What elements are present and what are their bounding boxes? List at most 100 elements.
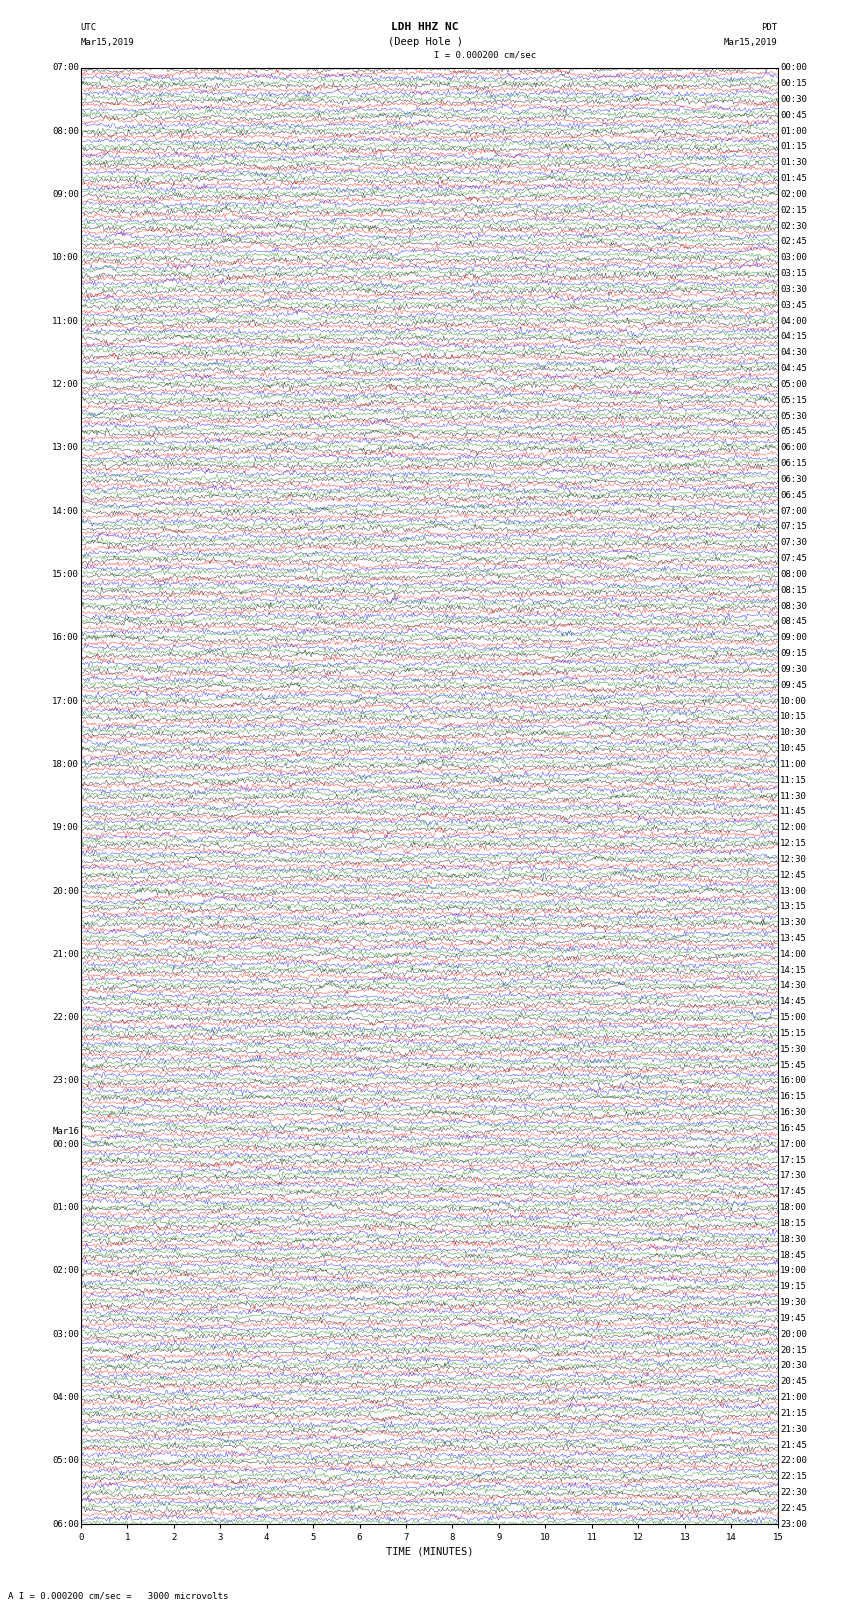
Text: 20:30: 20:30 <box>780 1361 808 1371</box>
Text: 04:15: 04:15 <box>780 332 808 342</box>
Text: 10:00: 10:00 <box>780 697 808 705</box>
Text: Mar15,2019: Mar15,2019 <box>724 37 778 47</box>
Text: LDH HHZ NC: LDH HHZ NC <box>391 23 459 32</box>
Text: 10:45: 10:45 <box>780 744 808 753</box>
Text: 14:00: 14:00 <box>52 506 79 516</box>
Text: 23:00: 23:00 <box>52 1076 79 1086</box>
Text: 20:00: 20:00 <box>52 887 79 895</box>
Text: 14:30: 14:30 <box>780 981 808 990</box>
Text: 01:15: 01:15 <box>780 142 808 152</box>
Text: 01:00: 01:00 <box>52 1203 79 1211</box>
Text: 04:45: 04:45 <box>780 365 808 373</box>
Text: 12:30: 12:30 <box>780 855 808 865</box>
Text: 15:15: 15:15 <box>780 1029 808 1039</box>
Text: 03:00: 03:00 <box>52 1329 79 1339</box>
Text: 22:00: 22:00 <box>52 1013 79 1023</box>
Text: 07:30: 07:30 <box>780 539 808 547</box>
Text: 13:30: 13:30 <box>780 918 808 927</box>
Text: 16:00: 16:00 <box>52 634 79 642</box>
Text: 00:00: 00:00 <box>52 1140 79 1148</box>
Text: 20:00: 20:00 <box>780 1329 808 1339</box>
Text: 17:45: 17:45 <box>780 1187 808 1197</box>
Text: 06:15: 06:15 <box>780 460 808 468</box>
Text: 07:00: 07:00 <box>52 63 79 73</box>
Text: 19:00: 19:00 <box>780 1266 808 1276</box>
Text: 06:30: 06:30 <box>780 474 808 484</box>
Text: 22:45: 22:45 <box>780 1503 808 1513</box>
Text: 17:00: 17:00 <box>52 697 79 705</box>
Text: 11:30: 11:30 <box>780 792 808 800</box>
Text: 12:00: 12:00 <box>52 381 79 389</box>
Text: 13:45: 13:45 <box>780 934 808 944</box>
Text: 00:00: 00:00 <box>780 63 808 73</box>
Text: 05:30: 05:30 <box>780 411 808 421</box>
Text: 11:00: 11:00 <box>52 316 79 326</box>
Text: 03:30: 03:30 <box>780 286 808 294</box>
Text: 07:45: 07:45 <box>780 553 808 563</box>
Text: 22:30: 22:30 <box>780 1489 808 1497</box>
Text: 14:00: 14:00 <box>780 950 808 958</box>
Text: 18:00: 18:00 <box>780 1203 808 1211</box>
Text: 12:15: 12:15 <box>780 839 808 848</box>
Text: 21:15: 21:15 <box>780 1410 808 1418</box>
Text: 09:00: 09:00 <box>52 190 79 198</box>
Text: 17:30: 17:30 <box>780 1171 808 1181</box>
Text: 08:00: 08:00 <box>52 126 79 135</box>
Text: 16:15: 16:15 <box>780 1092 808 1102</box>
Text: 04:00: 04:00 <box>52 1394 79 1402</box>
Text: (Deep Hole ): (Deep Hole ) <box>388 37 462 47</box>
Text: Mar15,2019: Mar15,2019 <box>81 37 134 47</box>
Text: 03:45: 03:45 <box>780 300 808 310</box>
Text: 08:45: 08:45 <box>780 618 808 626</box>
Text: 08:00: 08:00 <box>780 569 808 579</box>
Text: I = 0.000200 cm/sec: I = 0.000200 cm/sec <box>434 50 536 60</box>
Text: 04:00: 04:00 <box>780 316 808 326</box>
Text: 02:00: 02:00 <box>780 190 808 198</box>
Text: 19:45: 19:45 <box>780 1315 808 1323</box>
Text: 07:00: 07:00 <box>780 506 808 516</box>
Text: 07:15: 07:15 <box>780 523 808 531</box>
Text: 20:15: 20:15 <box>780 1345 808 1355</box>
Text: 10:15: 10:15 <box>780 713 808 721</box>
Text: 13:00: 13:00 <box>52 444 79 452</box>
Text: 05:45: 05:45 <box>780 427 808 437</box>
Text: 22:00: 22:00 <box>780 1457 808 1466</box>
Text: 13:15: 13:15 <box>780 902 808 911</box>
Text: 10:30: 10:30 <box>780 727 808 737</box>
Text: 18:30: 18:30 <box>780 1236 808 1244</box>
Text: 06:45: 06:45 <box>780 490 808 500</box>
Text: 21:30: 21:30 <box>780 1424 808 1434</box>
Text: 08:30: 08:30 <box>780 602 808 611</box>
Text: 18:00: 18:00 <box>52 760 79 769</box>
Text: 23:00: 23:00 <box>780 1519 808 1529</box>
X-axis label: TIME (MINUTES): TIME (MINUTES) <box>386 1547 473 1557</box>
Text: 06:00: 06:00 <box>52 1519 79 1529</box>
Text: 10:00: 10:00 <box>52 253 79 263</box>
Text: 15:00: 15:00 <box>780 1013 808 1023</box>
Text: 00:45: 00:45 <box>780 111 808 119</box>
Text: 21:00: 21:00 <box>52 950 79 958</box>
Text: 19:15: 19:15 <box>780 1282 808 1292</box>
Text: 09:15: 09:15 <box>780 648 808 658</box>
Text: 01:45: 01:45 <box>780 174 808 182</box>
Text: 15:45: 15:45 <box>780 1061 808 1069</box>
Text: 14:15: 14:15 <box>780 966 808 974</box>
Text: 03:00: 03:00 <box>780 253 808 263</box>
Text: 05:00: 05:00 <box>780 381 808 389</box>
Text: 01:30: 01:30 <box>780 158 808 168</box>
Text: 09:00: 09:00 <box>780 634 808 642</box>
Text: 02:00: 02:00 <box>52 1266 79 1276</box>
Text: 11:15: 11:15 <box>780 776 808 784</box>
Text: 14:45: 14:45 <box>780 997 808 1007</box>
Text: 17:15: 17:15 <box>780 1155 808 1165</box>
Text: 17:00: 17:00 <box>780 1140 808 1148</box>
Text: 00:15: 00:15 <box>780 79 808 89</box>
Text: 12:45: 12:45 <box>780 871 808 879</box>
Text: 21:00: 21:00 <box>780 1394 808 1402</box>
Text: PDT: PDT <box>762 23 778 32</box>
Text: 08:15: 08:15 <box>780 586 808 595</box>
Text: 16:45: 16:45 <box>780 1124 808 1132</box>
Text: 22:15: 22:15 <box>780 1473 808 1481</box>
Text: 06:00: 06:00 <box>780 444 808 452</box>
Text: 13:00: 13:00 <box>780 887 808 895</box>
